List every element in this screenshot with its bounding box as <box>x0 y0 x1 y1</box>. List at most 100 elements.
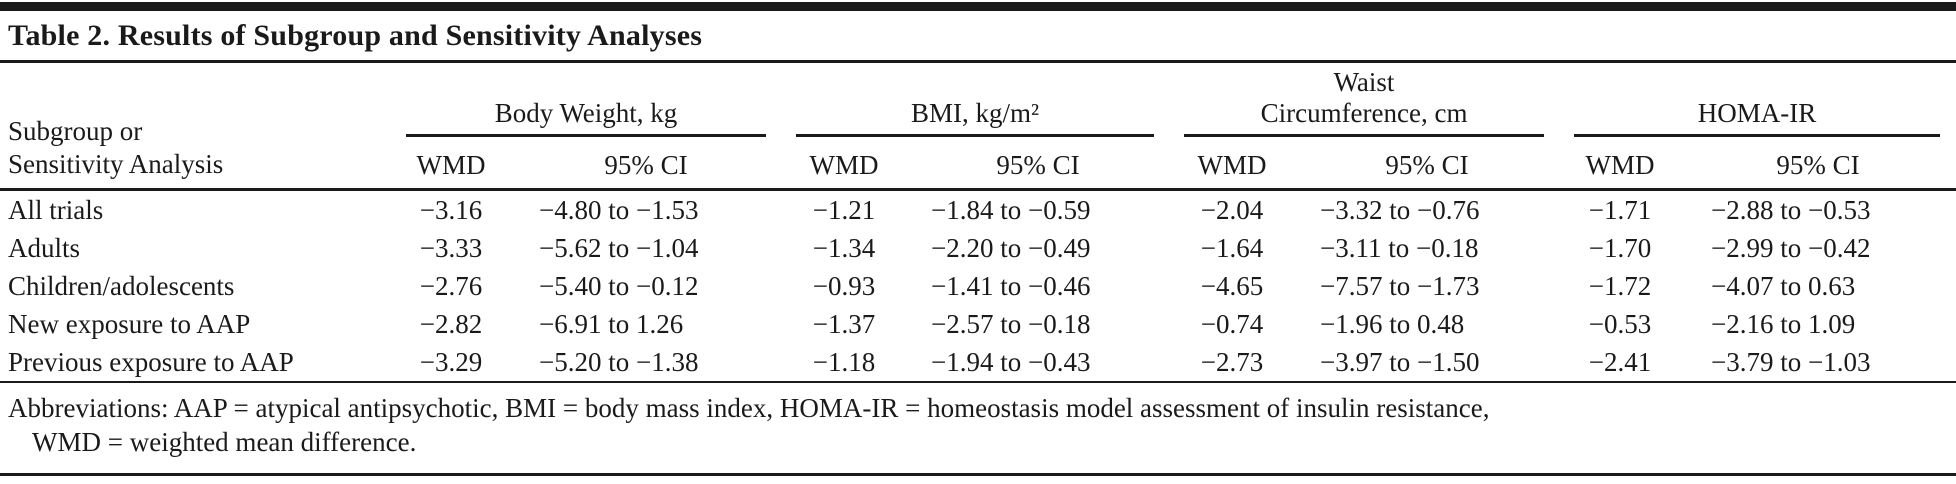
row-label: All trials <box>8 194 104 225</box>
wmd-cell: −0.74 <box>1200 308 1264 339</box>
group-label-line2: Circumference, cm <box>1260 98 1468 129</box>
ci-cell: −2.20 to −0.49 <box>906 229 1170 267</box>
ci-value: −5.40 to −0.12 <box>539 270 699 301</box>
row-label: Adults <box>8 232 81 263</box>
group-spanner: Waist Circumference, cm <box>1184 67 1545 138</box>
wmd-cell: −4.65 <box>1200 270 1264 301</box>
ci-cell: −5.62 to −1.04 <box>510 229 782 267</box>
ci-cell: −2.16 to 1.09 <box>1680 305 1956 343</box>
wmd-cell: −0.53 <box>1588 308 1652 339</box>
ci-value: −3.79 to −1.03 <box>1711 346 1871 377</box>
group-header-body-weight: Body Weight, kg <box>392 67 782 138</box>
wmd-cell: −1.64 <box>1200 232 1264 263</box>
ci-value: −4.80 to −1.53 <box>539 194 699 225</box>
ci-value: −6.91 to 1.26 <box>539 308 684 339</box>
ci-value: −2.88 to −0.53 <box>1711 194 1871 225</box>
group-spanner: BMI, kg/m² <box>796 98 1155 138</box>
wmd-cell: −3.29 <box>392 343 510 384</box>
wmd-cell: −3.33 <box>419 232 483 263</box>
subheader-wmd-homa-ir: WMD <box>1560 137 1681 192</box>
table-row-previous-exposure-aap: Previous exposure to AAP −3.29 −5.20 to … <box>0 343 1956 384</box>
subheader-ci-body-weight: 95% CI <box>510 137 782 192</box>
wmd-cell: −1.34 <box>812 232 876 263</box>
wmd-cell: −1.72 <box>1588 270 1652 301</box>
group-label-line1: Waist <box>1333 67 1395 97</box>
wmd-cell: −1.70 <box>1588 232 1652 263</box>
ci-value: −2.20 to −0.49 <box>931 232 1091 263</box>
ci-cell: −3.97 to −1.50 <box>1294 343 1561 384</box>
wmd-cell: −2.73 <box>1170 343 1295 384</box>
subheader-wmd-body-weight: WMD <box>392 137 510 192</box>
group-spanner: Body Weight, kg <box>406 98 766 138</box>
footnote-line1: Abbreviations: AAP = atypical antipsycho… <box>8 393 1490 424</box>
group-label-line2: HOMA-IR <box>1697 98 1817 129</box>
ci-value: −2.57 to −0.18 <box>931 308 1091 339</box>
wmd-cell: −3.16 <box>419 194 483 225</box>
ci-cell: −3.32 to −0.76 <box>1294 190 1560 230</box>
ci-value: −1.41 to −0.46 <box>931 270 1091 301</box>
results-table: Subgroup or Sensitivity Analysis Body We… <box>0 67 1956 384</box>
subheader-ci-bmi: 95% CI <box>906 137 1171 192</box>
ci-value: −5.62 to −1.04 <box>539 232 699 263</box>
stub-header-line1: Subgroup or <box>8 116 143 147</box>
wmd-cell: −1.37 <box>812 308 876 339</box>
group-label-line2: Body Weight, kg <box>494 98 678 129</box>
wmd-cell: −2.82 <box>419 308 483 339</box>
wmd-cell: −2.04 <box>1200 194 1264 225</box>
ci-value: −4.07 to 0.63 <box>1711 270 1856 301</box>
wmd-cell: −1.71 <box>1588 194 1652 225</box>
wmd-cell: −0.93 <box>812 270 876 301</box>
group-spanner: HOMA-IR <box>1574 98 1941 138</box>
ci-value: −3.32 to −0.76 <box>1320 194 1480 225</box>
ci-cell: −2.57 to −0.18 <box>906 305 1170 343</box>
ci-value: −3.97 to −1.50 <box>1320 346 1480 377</box>
ci-cell: −1.94 to −0.43 <box>906 343 1171 384</box>
ci-value: −1.94 to −0.43 <box>931 346 1091 377</box>
wmd-cell: −2.41 <box>1560 343 1681 384</box>
group-header-bmi: BMI, kg/m² <box>782 67 1170 138</box>
ci-value: −5.20 to −1.38 <box>539 346 699 377</box>
ci-cell: −3.79 to −1.03 <box>1680 343 1956 384</box>
subheader-wmd-bmi: WMD <box>782 137 906 192</box>
ci-value: −2.16 to 1.09 <box>1711 308 1856 339</box>
footnote-line2: WMD = weighted mean difference. <box>32 426 417 457</box>
table-row-all-trials: All trials −3.16 −4.80 to −1.53 −1.21 −1… <box>0 190 1956 230</box>
row-label: New exposure to AAP <box>8 308 251 339</box>
stub-header: Subgroup or Sensitivity Analysis <box>0 67 392 192</box>
group-header-row: Subgroup or Sensitivity Analysis Body We… <box>0 67 1956 192</box>
wmd-cell: −1.18 <box>782 343 906 384</box>
ci-cell: −4.80 to −1.53 <box>510 190 782 230</box>
ci-cell: −1.96 to 0.48 <box>1294 305 1560 343</box>
ci-cell: −6.91 to 1.26 <box>510 305 782 343</box>
bottom-rule-bar <box>0 473 1956 476</box>
ci-cell: −1.84 to −0.59 <box>906 190 1170 230</box>
ci-cell: −2.99 to −0.42 <box>1680 229 1956 267</box>
ci-cell: −5.20 to −1.38 <box>510 343 782 384</box>
ci-cell: −3.11 to −0.18 <box>1294 229 1560 267</box>
ci-cell: −5.40 to −0.12 <box>510 267 782 305</box>
ci-value: −2.99 to −0.42 <box>1711 232 1871 263</box>
abbreviations-footnote: Abbreviations: AAP = atypical antipsycho… <box>0 383 1956 459</box>
ci-value: −7.57 to −1.73 <box>1320 270 1480 301</box>
subheader-row: WMD 95% CI WMD 95% CI WMD 95% CI WMD 95%… <box>0 137 1956 192</box>
group-header-waist-circumference: Waist Circumference, cm <box>1170 67 1560 138</box>
table-title: Table 2. Results of Subgroup and Sensiti… <box>8 19 703 52</box>
stub-header-line2: Sensitivity Analysis <box>8 149 224 180</box>
table-row-adults: Adults −3.33 −5.62 to −1.04 −1.34 −2.20 … <box>0 229 1956 267</box>
subheader-wmd-waist: WMD <box>1170 137 1295 192</box>
ci-cell: −7.57 to −1.73 <box>1294 267 1560 305</box>
ci-value: −1.84 to −0.59 <box>931 194 1091 225</box>
table-row-children-adolescents: Children/adolescents −2.76 −5.40 to −0.1… <box>0 267 1956 305</box>
subheader-ci-homa-ir: 95% CI <box>1680 137 1956 192</box>
group-header-homa-ir: HOMA-IR <box>1560 67 1956 138</box>
ci-value: −3.11 to −0.18 <box>1320 232 1479 263</box>
subheader-ci-waist: 95% CI <box>1294 137 1561 192</box>
wmd-cell: −2.76 <box>419 270 483 301</box>
ci-cell: −4.07 to 0.63 <box>1680 267 1956 305</box>
group-label-line2: BMI, kg/m² <box>910 98 1040 129</box>
table-row-new-exposure-aap: New exposure to AAP −2.82 −6.91 to 1.26 … <box>0 305 1956 343</box>
title-divider-rule <box>0 60 1956 63</box>
row-label: Children/adolescents <box>8 270 235 301</box>
row-label: Previous exposure to AAP <box>0 343 392 384</box>
